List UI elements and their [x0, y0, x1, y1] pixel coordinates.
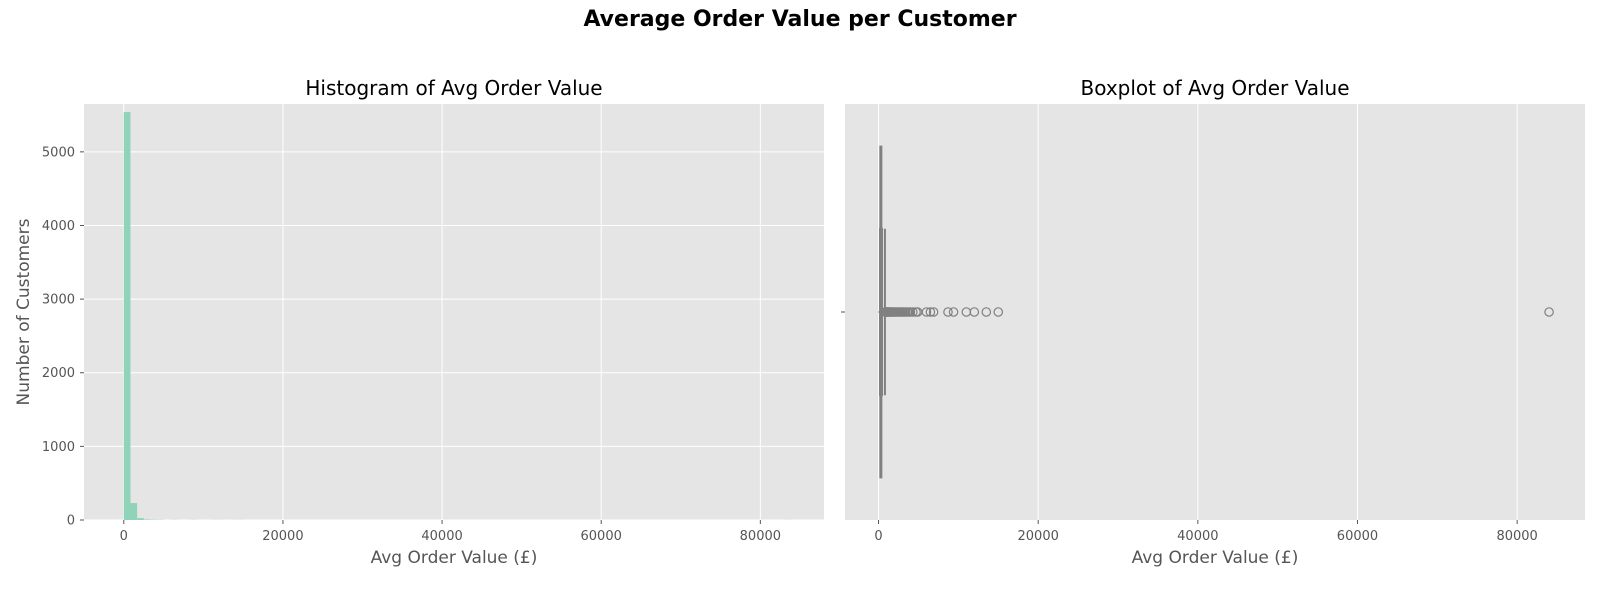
histogram-x-tick-label: 0 [120, 529, 128, 544]
histogram-y-tick-label: 0 [67, 514, 75, 529]
histogram-y-tick-label: 5000 [42, 145, 75, 160]
boxplot-outlier-point [948, 307, 959, 317]
boxplot-x-tick-label: 20000 [1018, 529, 1059, 544]
histogram-y-tick-label: 3000 [42, 293, 75, 308]
histogram-y-axis-label: Number of Customers [14, 218, 34, 405]
histogram-y-ticks: 0 1000 2000 3000 4000 5000 [42, 145, 84, 529]
histogram-x-tick-label: 60000 [581, 529, 622, 544]
histogram-bar [137, 518, 144, 520]
boxplot-outlier-point [908, 307, 918, 317]
histogram-bars [123, 112, 793, 520]
boxplot-x-tick-label: 40000 [1177, 529, 1218, 544]
boxplot-outlier-point [969, 307, 980, 317]
histogram-bar [123, 112, 131, 520]
boxplot-outlier-point [921, 307, 932, 317]
histogram-x-ticks: 0 20000 40000 60000 80000 [120, 520, 781, 544]
boxplot-outlier-point [1544, 307, 1554, 317]
histogram-title: Histogram of Avg Order Value [305, 76, 602, 100]
boxplot-x-tick-label: 80000 [1496, 529, 1537, 544]
histogram-y-tick-label: 2000 [42, 366, 75, 381]
boxplot-axes: 0 20000 40000 60000 80000 Boxplot of Avg Ord… [841, 76, 1585, 568]
histogram-plot-background [84, 104, 824, 520]
histogram-x-tick-label: 20000 [262, 529, 303, 544]
histogram-gridlines [84, 104, 824, 521]
boxplot-outlier-point [925, 307, 936, 317]
histogram-bar [130, 503, 138, 520]
boxplot-outlier-point [928, 307, 939, 317]
boxplot-plot-background [845, 104, 1585, 520]
histogram-y-tick-label: 4000 [42, 219, 75, 234]
histogram-x-axis-label: Avg Order Value (£) [371, 548, 538, 568]
boxplot-outlier-point [993, 307, 1004, 317]
boxplot-x-ticks: 0 20000 40000 60000 80000 [874, 520, 1538, 544]
histogram-y-tick-label: 1000 [42, 440, 75, 455]
boxplot-outlier-point [943, 307, 953, 317]
boxplot-x-axis-label: Avg Order Value (£) [1132, 548, 1299, 568]
boxplot-outlier-point [905, 307, 916, 317]
boxplot-outliers [880, 307, 1554, 317]
boxplot-x-tick-label: 60000 [1337, 529, 1378, 544]
histogram-axes: 0 20000 40000 60000 80000 0 1000 2000 3000 4000 5… [14, 76, 824, 568]
boxplot-gridlines [878, 104, 1518, 520]
boxplot-outlier-point [981, 307, 992, 317]
figure-suptitle: Average Order Value per Customer [583, 7, 1017, 32]
boxplot-x-tick-label: 0 [874, 529, 882, 544]
histogram-x-tick-label: 40000 [421, 529, 462, 544]
boxplot-title: Boxplot of Avg Order Value [1080, 76, 1349, 100]
histogram-x-tick-label: 80000 [740, 529, 781, 544]
